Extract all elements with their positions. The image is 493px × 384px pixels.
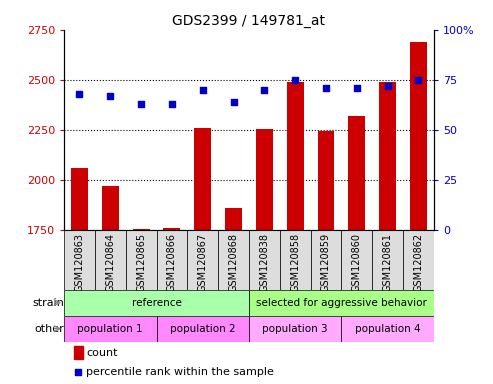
Bar	[379, 82, 396, 230]
Bar	[64, 316, 157, 342]
Text: GSM120867: GSM120867	[198, 233, 208, 292]
Bar	[225, 208, 242, 230]
Point	[353, 85, 361, 91]
Point	[322, 85, 330, 91]
Text: GSM120865: GSM120865	[136, 233, 146, 292]
Bar	[317, 131, 334, 230]
Bar	[194, 128, 211, 230]
Text: selected for aggressive behavior: selected for aggressive behavior	[256, 298, 427, 308]
Bar	[74, 346, 83, 359]
Text: strain: strain	[32, 298, 64, 308]
Bar	[349, 116, 365, 230]
Bar	[164, 228, 180, 230]
Bar	[372, 230, 403, 290]
Text: reference: reference	[132, 298, 181, 308]
Bar	[280, 230, 311, 290]
Bar	[249, 230, 280, 290]
Text: GSM120868: GSM120868	[229, 233, 239, 292]
Text: GSM120860: GSM120860	[352, 233, 362, 292]
Point	[199, 87, 207, 93]
Bar	[287, 82, 304, 230]
Point	[137, 101, 145, 107]
Text: GSM120862: GSM120862	[414, 233, 423, 292]
Point	[168, 101, 176, 107]
Bar	[341, 316, 434, 342]
Text: GSM120861: GSM120861	[383, 233, 392, 292]
Text: population 4: population 4	[355, 324, 421, 334]
Bar	[249, 316, 341, 342]
Bar	[157, 230, 187, 290]
Point	[75, 91, 83, 97]
Bar	[256, 129, 273, 230]
Bar	[95, 230, 126, 290]
Bar	[403, 230, 434, 290]
Bar	[102, 186, 119, 230]
Text: population 2: population 2	[170, 324, 236, 334]
Bar	[126, 230, 157, 290]
Bar	[187, 230, 218, 290]
Bar	[157, 316, 249, 342]
Bar	[133, 229, 149, 230]
Text: population 1: population 1	[77, 324, 143, 334]
Point	[230, 99, 238, 105]
Text: GSM120859: GSM120859	[321, 233, 331, 292]
Bar	[71, 168, 88, 230]
Text: population 3: population 3	[262, 324, 328, 334]
Text: other: other	[35, 324, 64, 334]
Bar	[64, 230, 95, 290]
Bar	[218, 230, 249, 290]
Text: GSM120864: GSM120864	[106, 233, 115, 292]
Bar	[64, 290, 249, 316]
Point	[106, 93, 114, 99]
Bar	[249, 290, 434, 316]
Title: GDS2399 / 149781_at: GDS2399 / 149781_at	[173, 14, 325, 28]
Point	[384, 83, 391, 89]
Bar	[341, 230, 372, 290]
Point	[291, 77, 299, 83]
Text: GSM120858: GSM120858	[290, 233, 300, 292]
Bar	[311, 230, 341, 290]
Point	[415, 77, 423, 83]
Text: GSM120863: GSM120863	[74, 233, 84, 292]
Text: GSM120838: GSM120838	[259, 233, 269, 292]
Text: count: count	[86, 348, 118, 358]
Bar	[410, 42, 427, 230]
Point	[74, 369, 82, 375]
Text: GSM120866: GSM120866	[167, 233, 177, 292]
Point	[260, 87, 268, 93]
Text: percentile rank within the sample: percentile rank within the sample	[86, 367, 274, 377]
